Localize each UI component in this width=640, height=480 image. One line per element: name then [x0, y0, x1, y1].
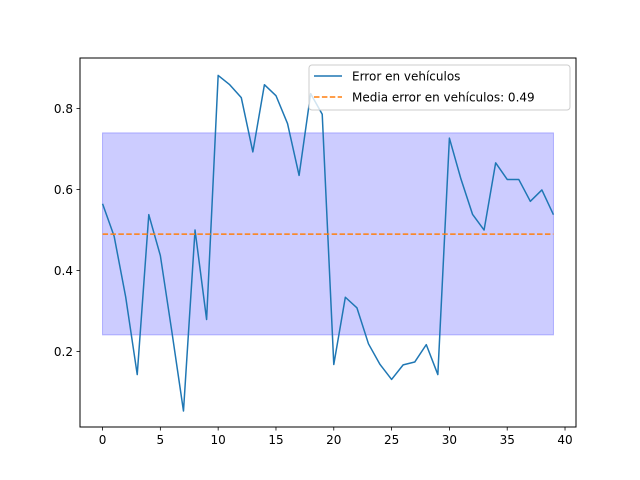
- y-tick-label: 0.8: [54, 102, 73, 116]
- y-tick-label: 0.6: [54, 183, 73, 197]
- x-tick-label: 40: [557, 433, 572, 447]
- series-layer: [101, 74, 555, 412]
- x-tick-label: 0: [99, 433, 107, 447]
- x-tick-label: 10: [211, 433, 226, 447]
- legend-label-error: Error en vehículos: [352, 70, 460, 84]
- x-tick-label: 35: [500, 433, 515, 447]
- legend-box: [308, 64, 571, 111]
- y-tick-label: 0.4: [54, 264, 73, 278]
- plot-frame: [79, 57, 577, 428]
- x-tick-label: 25: [384, 433, 399, 447]
- legend-label-mean: Media error en vehículos: 0.49: [352, 91, 535, 105]
- x-axis: 0 5 10 15 20 25 30 35 40: [99, 427, 573, 447]
- y-tick-label: 0.2: [54, 345, 73, 359]
- x-tick-label: 15: [268, 433, 283, 447]
- x-tick-label: 20: [326, 433, 341, 447]
- x-tick-label: 30: [442, 433, 457, 447]
- series-line-error: [101, 74, 555, 412]
- y-axis: 0.2 0.4 0.6 0.8: [54, 102, 80, 359]
- x-tick-label: 5: [157, 433, 165, 447]
- legend: Error en vehículos Media error en vehícu…: [308, 64, 571, 111]
